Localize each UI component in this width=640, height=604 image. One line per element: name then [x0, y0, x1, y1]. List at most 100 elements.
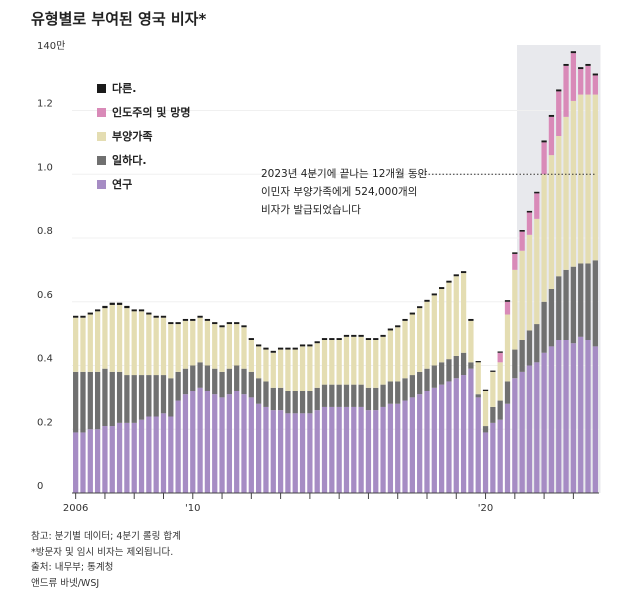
bar-segment	[285, 391, 291, 414]
bar-segment	[512, 269, 518, 350]
bar-segment	[387, 403, 394, 493]
bar-segment	[299, 413, 306, 493]
bar-segment	[292, 349, 298, 391]
bar-segment	[402, 320, 408, 379]
bar-segment	[519, 230, 525, 232]
bar-segment	[329, 340, 335, 385]
bar-segment	[446, 381, 452, 493]
bar-segment	[241, 327, 247, 369]
bar-segment	[402, 400, 408, 493]
bar-segment	[563, 63, 569, 66]
bar-segment	[431, 387, 437, 493]
bar-segment	[175, 400, 181, 493]
bar-segment	[109, 302, 115, 305]
legend-swatch	[97, 131, 106, 141]
bar-segment	[424, 368, 430, 391]
bar-segment	[131, 309, 137, 312]
bar-segment	[460, 273, 467, 353]
bar-segment	[329, 406, 335, 493]
legend-swatch	[97, 179, 106, 189]
bar-segment	[146, 312, 152, 315]
bar-segment	[292, 391, 298, 414]
bar-segment	[109, 371, 115, 427]
bar-segment	[109, 426, 115, 493]
bar-segment	[168, 378, 174, 417]
bar-segment	[563, 65, 569, 117]
bar-segment	[175, 371, 181, 401]
bar-segment	[387, 330, 394, 382]
bar-segment	[409, 397, 415, 493]
y-tick-label: 1.2	[37, 99, 53, 110]
bar-segment	[490, 406, 496, 423]
footer-note: 참고: 분기별 데이터; 4분기 롤링 합계	[31, 531, 181, 542]
bar-segment	[424, 391, 430, 493]
bar-segment	[365, 340, 372, 388]
annotation-line: 2023년 4분기에 끝나는 12개월 동안	[261, 168, 428, 180]
y-tick-label: 0.8	[37, 226, 53, 237]
bar-segment	[417, 394, 423, 493]
bar-segment	[585, 94, 591, 264]
legend-label: 다른.	[112, 82, 137, 95]
bar-segment	[519, 231, 525, 251]
bar-segment	[168, 416, 174, 493]
bar-segment	[314, 341, 320, 344]
bar-segment	[424, 301, 430, 369]
bar-segment	[497, 351, 503, 353]
bar-segment	[241, 325, 247, 328]
bar-segment	[556, 136, 562, 277]
bar-segment	[446, 280, 452, 283]
bar-segment	[351, 336, 357, 385]
y-tick-label: 0.2	[37, 417, 53, 428]
legend-swatch	[97, 155, 106, 165]
bar-segment	[424, 299, 430, 302]
footer-source: 출처: 내무부; 통계청	[31, 562, 114, 573]
bar-segment	[190, 365, 196, 391]
bar-segment	[87, 429, 93, 493]
bar-segment	[343, 336, 350, 385]
bar-segment	[94, 311, 101, 372]
bar-segment	[365, 338, 372, 340]
bar-segment	[497, 362, 503, 401]
bar-segment	[556, 89, 562, 92]
bar-segment	[204, 320, 211, 366]
bar-segment	[519, 340, 525, 372]
bar-segment	[417, 308, 423, 372]
bar-segment	[153, 416, 159, 493]
bar-segment	[138, 419, 145, 493]
bar-segment	[373, 410, 379, 493]
bar-segment	[80, 315, 86, 318]
bar-segment	[277, 347, 284, 350]
bar-segment	[146, 375, 152, 417]
bar-segment	[277, 349, 284, 388]
footer: 참고: 분기별 데이터; 4분기 롤링 합계 *방문자 및 임시 비자는 제외됩…	[31, 529, 181, 591]
bar-segment	[534, 191, 540, 194]
bar-segment	[409, 312, 415, 315]
bar-segment	[504, 314, 511, 382]
bar-segment	[519, 250, 525, 340]
bar-segment	[453, 355, 459, 379]
bar-segment	[417, 306, 423, 309]
bar-segment	[490, 371, 496, 407]
bar-segment	[329, 384, 335, 407]
bar-segment	[73, 432, 79, 493]
bar-segment	[585, 63, 591, 66]
bar-segment	[395, 403, 401, 493]
bar-segment	[446, 282, 452, 360]
bar-segment	[160, 315, 167, 318]
bar-segment	[512, 253, 518, 270]
bar-segment	[270, 350, 276, 353]
bar-segment	[402, 378, 408, 401]
legend-label: 부양가족	[112, 130, 153, 143]
bar-segment	[570, 51, 577, 54]
annotation-line: 비자가 발급되었습니다	[261, 204, 361, 216]
y-tick-label: 0.4	[37, 354, 53, 365]
bar-segment	[73, 371, 79, 433]
bar-segment	[116, 304, 123, 372]
bar-segment	[153, 375, 159, 417]
bar-segment	[512, 378, 518, 493]
bar-segment	[534, 362, 540, 493]
bar-segment	[541, 174, 547, 302]
bar-segment	[380, 334, 386, 337]
bar-segment	[321, 384, 328, 407]
bar-segment	[109, 304, 115, 372]
